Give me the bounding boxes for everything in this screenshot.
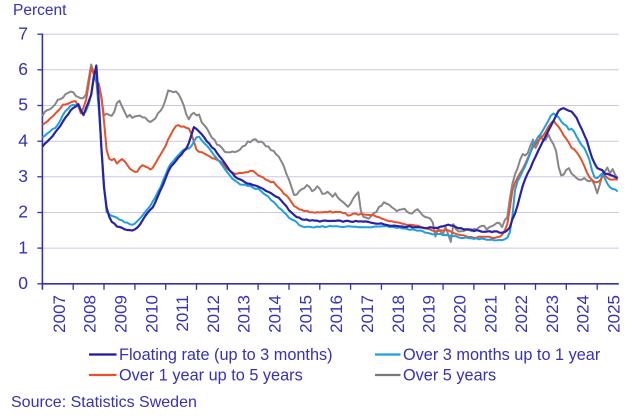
svg-text:2022: 2022: [512, 295, 531, 333]
svg-text:2019: 2019: [420, 295, 439, 333]
svg-text:6: 6: [18, 59, 28, 79]
svg-text:1: 1: [18, 237, 28, 257]
svg-text:Source: Statistics Sweden: Source: Statistics Sweden: [11, 394, 197, 411]
svg-text:7: 7: [18, 23, 28, 43]
svg-text:Over 3 months up to 1 year: Over 3 months up to 1 year: [403, 346, 601, 364]
svg-text:2021: 2021: [481, 295, 500, 333]
svg-text:Over 1 year up to 5 years: Over 1 year up to 5 years: [119, 367, 303, 385]
svg-text:2007: 2007: [50, 295, 69, 333]
svg-text:0: 0: [18, 273, 28, 293]
svg-text:2015: 2015: [296, 295, 315, 333]
svg-text:2010: 2010: [142, 295, 161, 333]
svg-text:2023: 2023: [543, 295, 562, 333]
svg-text:2024: 2024: [574, 295, 593, 333]
svg-text:2: 2: [18, 202, 28, 222]
svg-text:4: 4: [18, 130, 28, 150]
svg-text:Over 5 years: Over 5 years: [403, 367, 496, 385]
svg-text:2025: 2025: [605, 295, 624, 333]
svg-text:2018: 2018: [389, 295, 408, 333]
svg-text:2009: 2009: [111, 295, 130, 333]
svg-text:Floating rate (up to 3 months): Floating rate (up to 3 months): [119, 346, 333, 364]
svg-text:2012: 2012: [204, 295, 223, 333]
svg-text:2020: 2020: [451, 295, 470, 333]
svg-text:2016: 2016: [327, 295, 346, 333]
svg-text:5: 5: [18, 95, 28, 115]
svg-text:2014: 2014: [266, 295, 285, 333]
svg-text:3: 3: [18, 166, 28, 186]
svg-text:Percent: Percent: [13, 2, 67, 19]
svg-text:2013: 2013: [235, 295, 254, 333]
svg-text:2011: 2011: [173, 295, 192, 332]
svg-text:2017: 2017: [358, 295, 377, 333]
svg-text:2008: 2008: [81, 295, 100, 333]
